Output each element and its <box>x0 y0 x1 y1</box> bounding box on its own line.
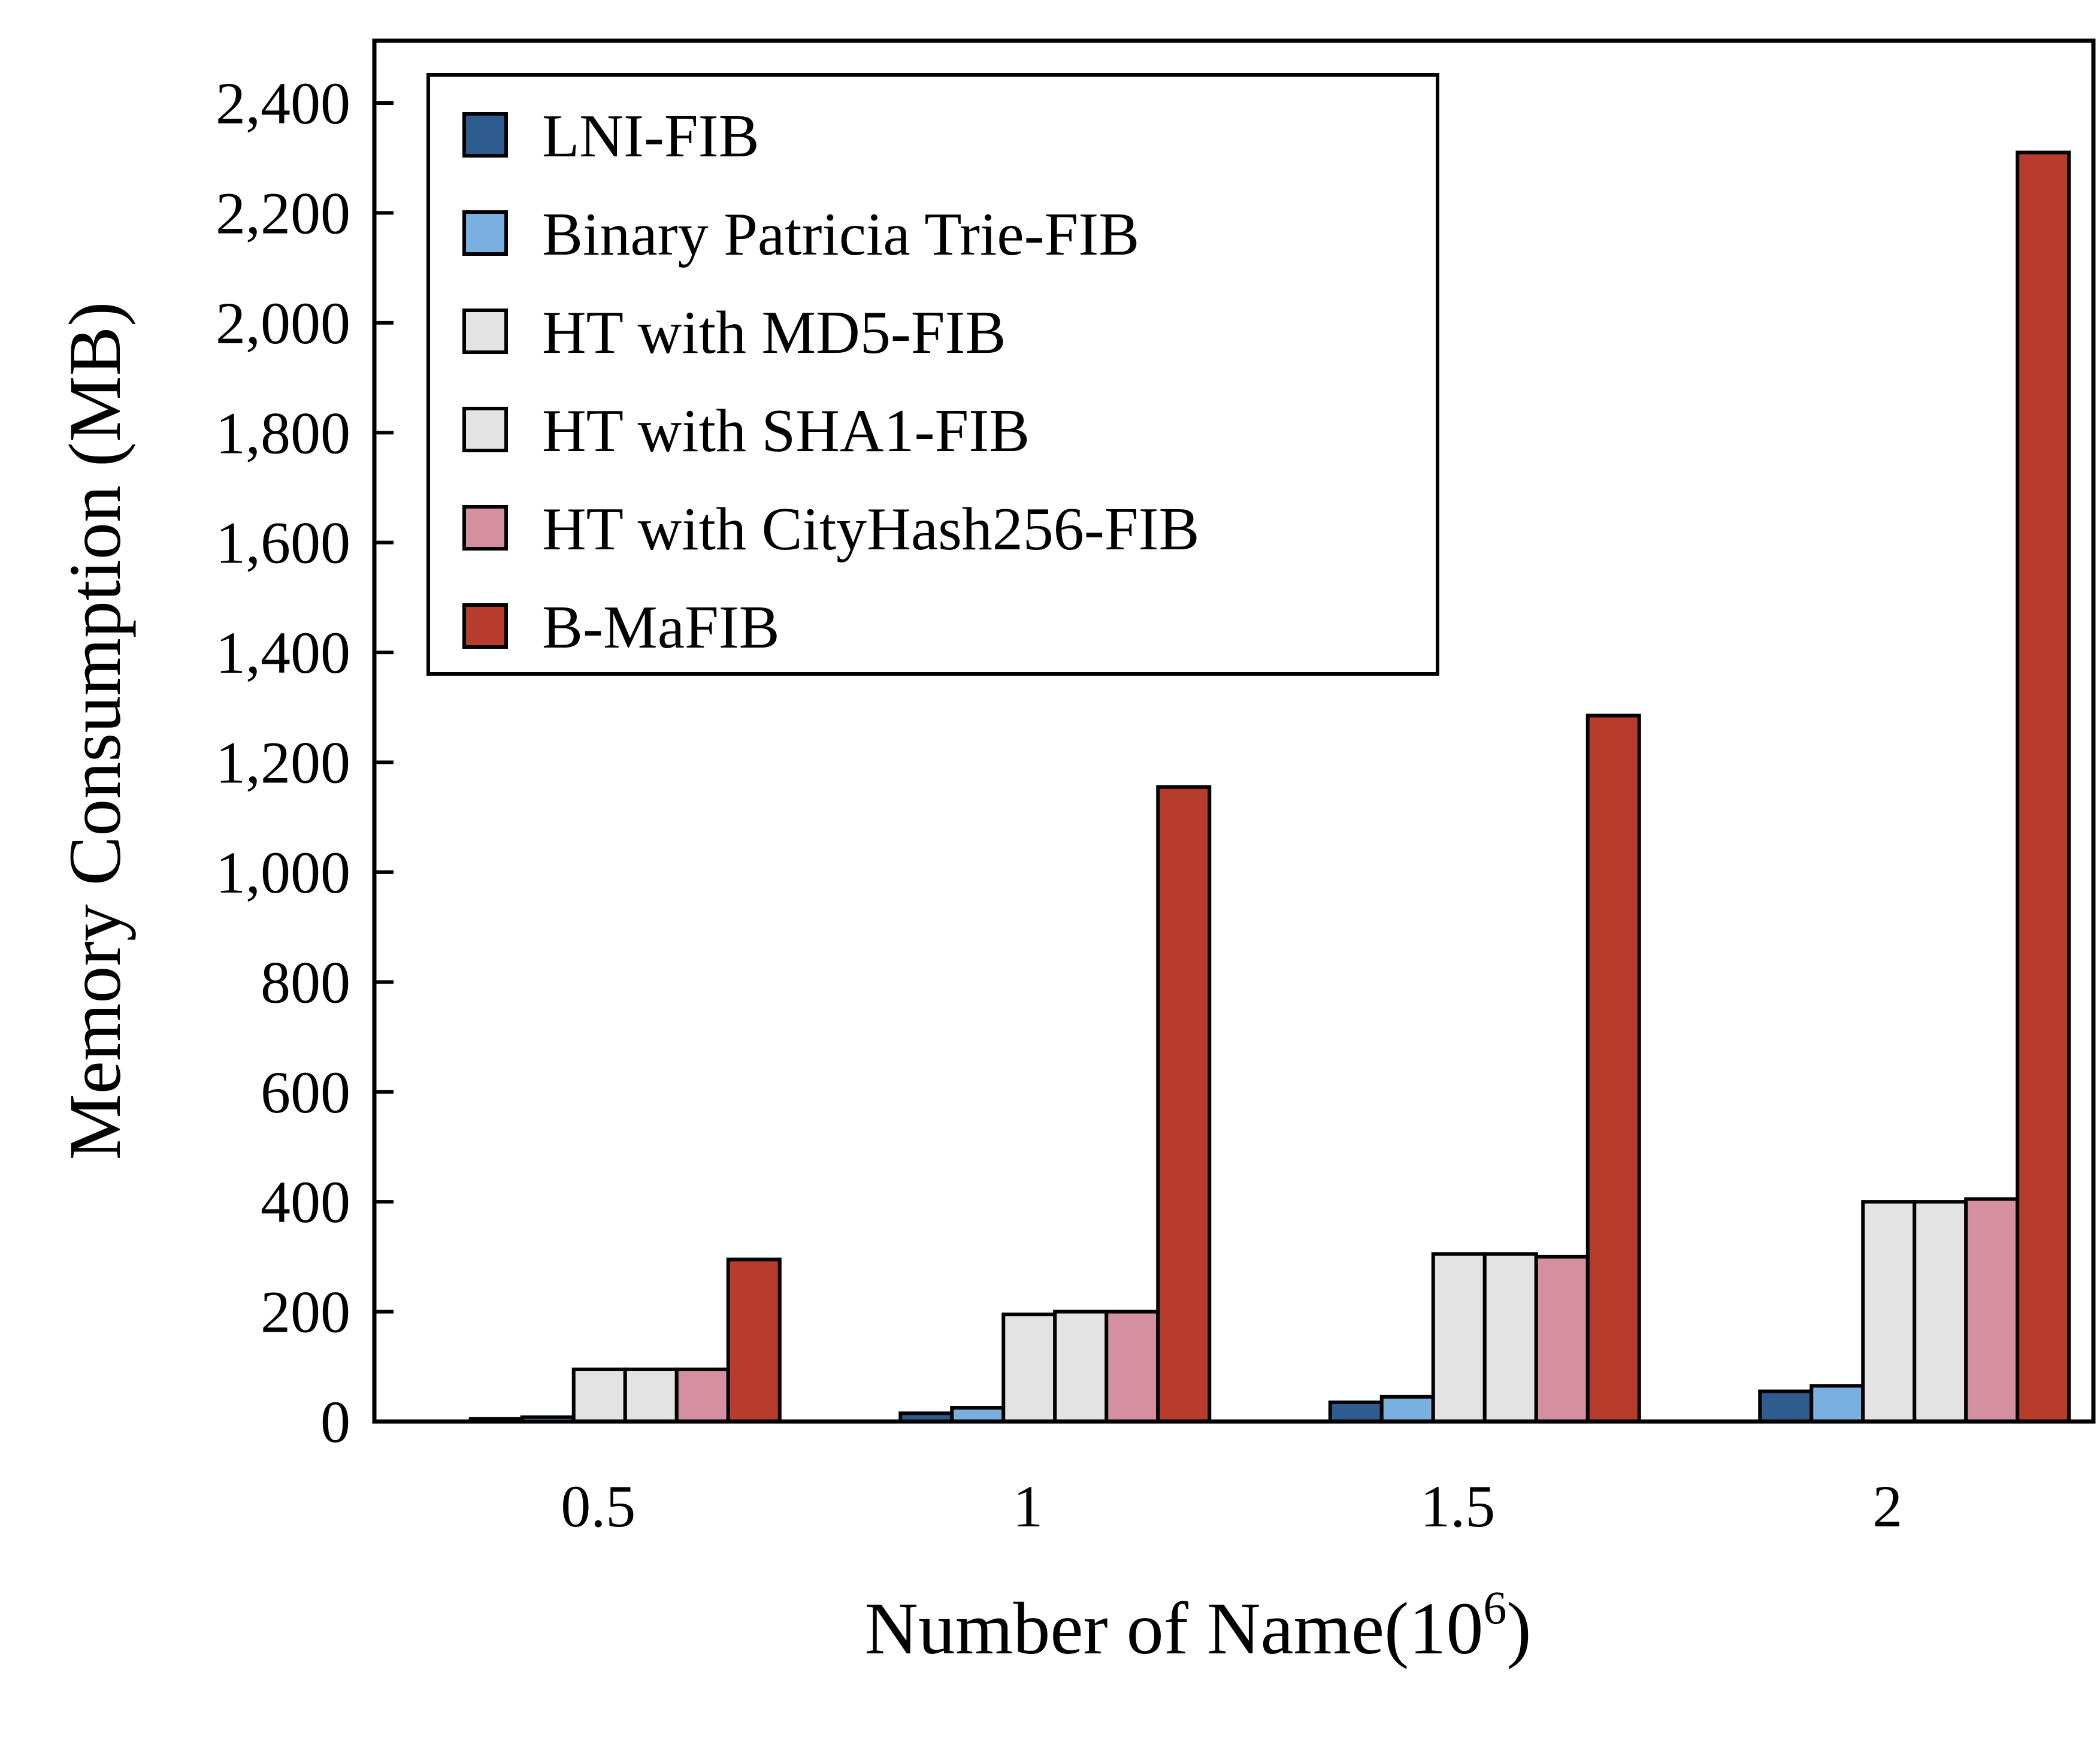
legend-swatch <box>462 309 508 354</box>
y-tick-label: 800 <box>261 949 350 1015</box>
y-tick-label: 1,000 <box>216 839 350 906</box>
bar <box>726 1257 782 1424</box>
x-tick-label: 0.5 <box>561 1473 636 1540</box>
bar <box>1328 1400 1384 1424</box>
bar <box>1758 1389 1814 1423</box>
y-ticks-layer: 0 200 400 600 800 1,000 1,200 1,400 1,600 1,800 2,… <box>216 70 394 1455</box>
x-tick-label: 1 <box>1013 1473 1043 1540</box>
x-axis-title-exponent: 6 <box>1483 1581 1506 1634</box>
y-tick-label: 1,400 <box>216 619 350 686</box>
bar <box>1534 1254 1590 1423</box>
bar <box>1156 785 1212 1423</box>
legend-swatch <box>462 407 508 452</box>
legend-label: HT with SHA1-FIB <box>542 397 1030 465</box>
y-tick-label: 200 <box>261 1279 350 1345</box>
y-tick-label: 1,200 <box>216 730 350 796</box>
y-axis-title: Memory Consumption (MB) <box>54 302 136 1160</box>
bar <box>1913 1200 1968 1423</box>
legend-swatch <box>462 603 508 649</box>
legend-swatch <box>462 505 508 551</box>
x-axis-title-main: Number of Name(10 <box>864 1587 1483 1670</box>
legend-label: HT with MD5-FIB <box>542 299 1006 367</box>
x-ticks-layer: 0.5 1 1.5 2 <box>561 1473 1902 1540</box>
x-axis-title: Number of Name(106) <box>864 1581 1531 1670</box>
bar <box>1861 1200 1917 1423</box>
bar <box>1053 1310 1109 1423</box>
y-tick-label: 1,800 <box>216 400 350 466</box>
bar <box>1431 1252 1487 1423</box>
bar <box>1482 1252 1538 1423</box>
legend-box <box>426 73 1439 676</box>
bars-layer <box>468 150 2071 1424</box>
bar <box>2016 150 2071 1423</box>
legend-label: HT with CityHash256-FIB <box>542 495 1200 563</box>
x-axis-title-close: ) <box>1506 1587 1531 1670</box>
legend-label: Binary Patricia Trie-FIB <box>542 201 1139 268</box>
legend: LNI-FIB Binary Patricia Trie-FIB HT with M… <box>426 73 1439 676</box>
bar <box>674 1367 730 1424</box>
legend-swatch <box>462 210 508 256</box>
x-tick-label: 2 <box>1872 1473 1902 1540</box>
legend-label: B-MaFIB <box>542 594 780 661</box>
y-tick-label: 600 <box>261 1059 350 1126</box>
y-tick-label: 2,000 <box>216 290 350 356</box>
bar <box>1001 1313 1057 1423</box>
bar <box>623 1367 679 1424</box>
bar <box>1964 1197 2020 1424</box>
bar <box>1809 1384 1865 1424</box>
y-tick-label: 1,600 <box>216 510 350 576</box>
bar <box>1585 713 1641 1423</box>
y-tick-label: 0 <box>320 1389 350 1455</box>
y-tick-label: 2,400 <box>216 70 350 137</box>
legend-swatch <box>462 112 508 158</box>
plot-frame <box>372 38 2096 1424</box>
y-tick-label: 2,200 <box>216 180 350 246</box>
y-tick-label: 400 <box>261 1169 350 1235</box>
bar <box>1105 1310 1160 1423</box>
legend-label: LNI-FIB <box>542 102 759 170</box>
bar <box>1379 1395 1435 1423</box>
x-tick-label: 1.5 <box>1420 1473 1495 1540</box>
bar <box>571 1367 627 1424</box>
